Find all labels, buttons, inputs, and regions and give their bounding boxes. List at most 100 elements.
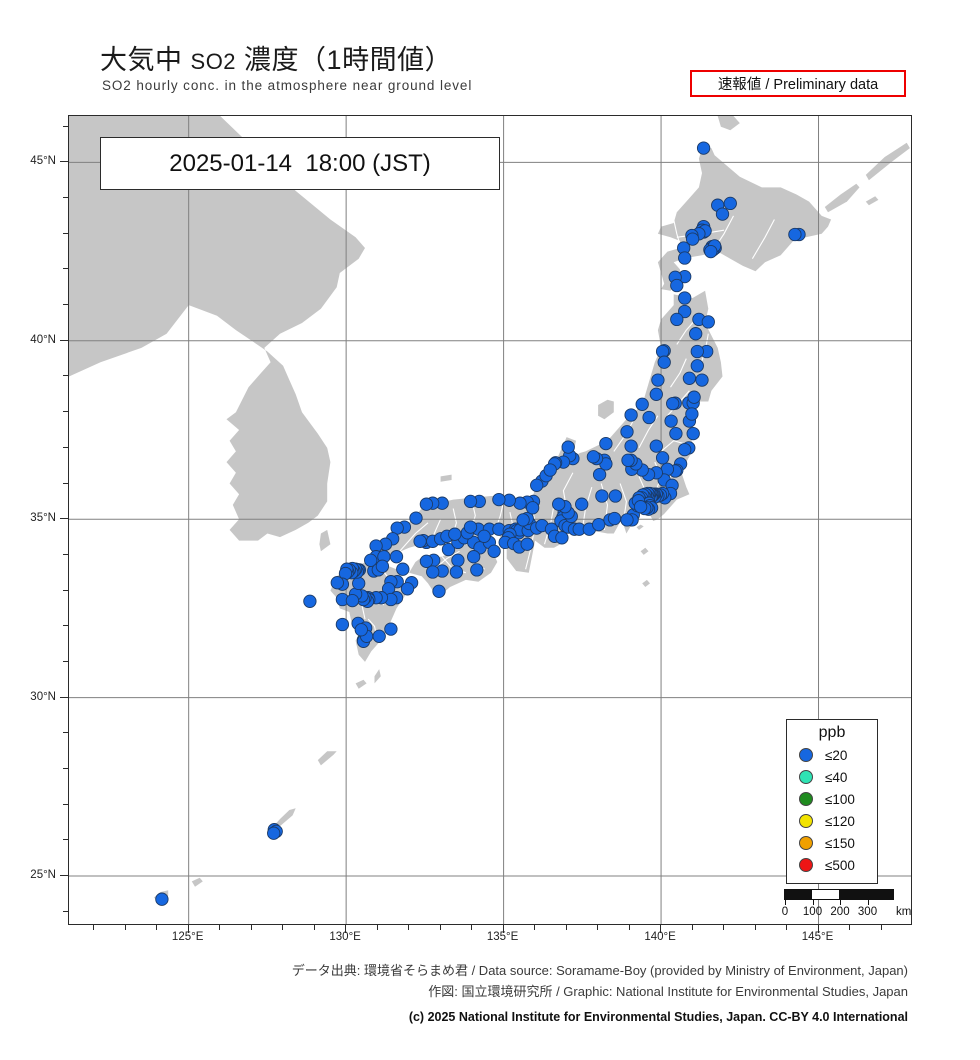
scale-bar-ticks	[784, 900, 894, 906]
station-point[interactable]	[655, 451, 670, 465]
scale-tick-0	[785, 900, 786, 905]
station-point[interactable]	[678, 291, 692, 305]
station-point[interactable]	[592, 467, 607, 482]
station-point[interactable]	[330, 576, 344, 590]
station-point[interactable]	[635, 397, 649, 411]
x-tick	[282, 925, 284, 930]
station-point[interactable]	[470, 563, 484, 577]
station-point[interactable]	[608, 489, 623, 503]
station-point[interactable]	[620, 425, 634, 439]
station-point[interactable]	[463, 494, 478, 509]
station-point[interactable]	[448, 527, 462, 541]
scale-seg-1	[812, 890, 839, 899]
station-point[interactable]	[788, 227, 802, 242]
station-point[interactable]	[649, 387, 663, 401]
station-point[interactable]	[599, 436, 613, 451]
station-point[interactable]	[372, 629, 386, 643]
station-point[interactable]	[670, 278, 684, 293]
station-point[interactable]	[552, 497, 566, 511]
station-point[interactable]	[543, 463, 557, 477]
station-point[interactable]	[419, 497, 434, 511]
station-point[interactable]	[530, 478, 544, 492]
station-point[interactable]	[352, 576, 366, 591]
station-point[interactable]	[419, 554, 434, 568]
station-point[interactable]	[723, 196, 737, 211]
station-point[interactable]	[607, 511, 622, 526]
station-point[interactable]	[592, 517, 606, 532]
station-point[interactable]	[686, 426, 700, 441]
station-point[interactable]	[621, 453, 635, 467]
station-point[interactable]	[664, 414, 678, 428]
station-point[interactable]	[687, 390, 701, 404]
station-point[interactable]	[449, 565, 464, 579]
station-point[interactable]	[642, 410, 656, 425]
station-point[interactable]	[678, 304, 692, 319]
x-tick	[660, 925, 662, 933]
station-point[interactable]	[715, 207, 730, 221]
station-point[interactable]	[413, 534, 427, 548]
station-point[interactable]	[624, 408, 638, 422]
y-tick	[63, 411, 68, 413]
station-point[interactable]	[704, 244, 718, 259]
page-header: 大気中 SO2 濃度（1時間値） SO2 hourly conc. in the…	[0, 0, 980, 115]
station-point[interactable]	[303, 594, 317, 608]
station-point[interactable]	[678, 251, 692, 265]
station-point[interactable]	[555, 531, 569, 545]
station-point[interactable]	[492, 492, 506, 507]
station-point[interactable]	[441, 542, 456, 557]
y-axis-label: 35°N	[30, 512, 56, 525]
station-point[interactable]	[354, 623, 368, 637]
station-point[interactable]	[586, 450, 601, 464]
station-point[interactable]	[685, 232, 700, 246]
station-point[interactable]	[487, 544, 501, 558]
station-point[interactable]	[520, 537, 534, 551]
station-point[interactable]	[696, 141, 711, 155]
x-tick	[156, 925, 158, 930]
station-point[interactable]	[516, 513, 530, 527]
station-point[interactable]	[426, 565, 440, 579]
map-plot-area[interactable]	[68, 115, 912, 925]
y-tick	[63, 803, 68, 805]
station-point[interactable]	[389, 550, 404, 564]
prefecture-border	[660, 440, 687, 452]
station-point[interactable]	[384, 622, 398, 636]
station-point[interactable]	[364, 553, 378, 567]
scale-label-0: 0	[781, 906, 789, 918]
station-point[interactable]	[335, 617, 350, 632]
station-point[interactable]	[624, 439, 638, 453]
station-point[interactable]	[695, 373, 709, 387]
station-point[interactable]	[620, 513, 634, 527]
station-point[interactable]	[651, 373, 665, 387]
station-point[interactable]	[409, 511, 423, 525]
station-point[interactable]	[467, 550, 481, 564]
station-point[interactable]	[432, 584, 446, 598]
station-point[interactable]	[155, 892, 169, 906]
station-point[interactable]	[678, 442, 692, 457]
station-point[interactable]	[682, 371, 697, 385]
station-point[interactable]	[685, 407, 699, 421]
station-point[interactable]	[595, 489, 609, 503]
station-point[interactable]	[400, 582, 415, 596]
prefecture-border	[751, 219, 775, 259]
station-point[interactable]	[670, 312, 684, 327]
station-point[interactable]	[267, 826, 281, 840]
station-point[interactable]	[690, 359, 704, 373]
station-point[interactable]	[666, 396, 680, 411]
station-point[interactable]	[575, 497, 589, 511]
station-point[interactable]	[657, 355, 671, 369]
station-point[interactable]	[689, 327, 703, 341]
station-point[interactable]	[463, 520, 478, 534]
station-point[interactable]	[477, 529, 491, 543]
station-point[interactable]	[396, 562, 410, 576]
station-point[interactable]	[633, 500, 648, 514]
y-tick	[63, 304, 68, 306]
station-point[interactable]	[701, 315, 715, 329]
station-point[interactable]	[690, 344, 704, 359]
station-point[interactable]	[669, 426, 683, 441]
station-point[interactable]	[525, 501, 540, 515]
station-point[interactable]	[649, 439, 663, 453]
station-point[interactable]	[345, 593, 360, 608]
station-point[interactable]	[451, 553, 465, 567]
station-point[interactable]	[375, 559, 390, 573]
station-point[interactable]	[561, 440, 575, 454]
